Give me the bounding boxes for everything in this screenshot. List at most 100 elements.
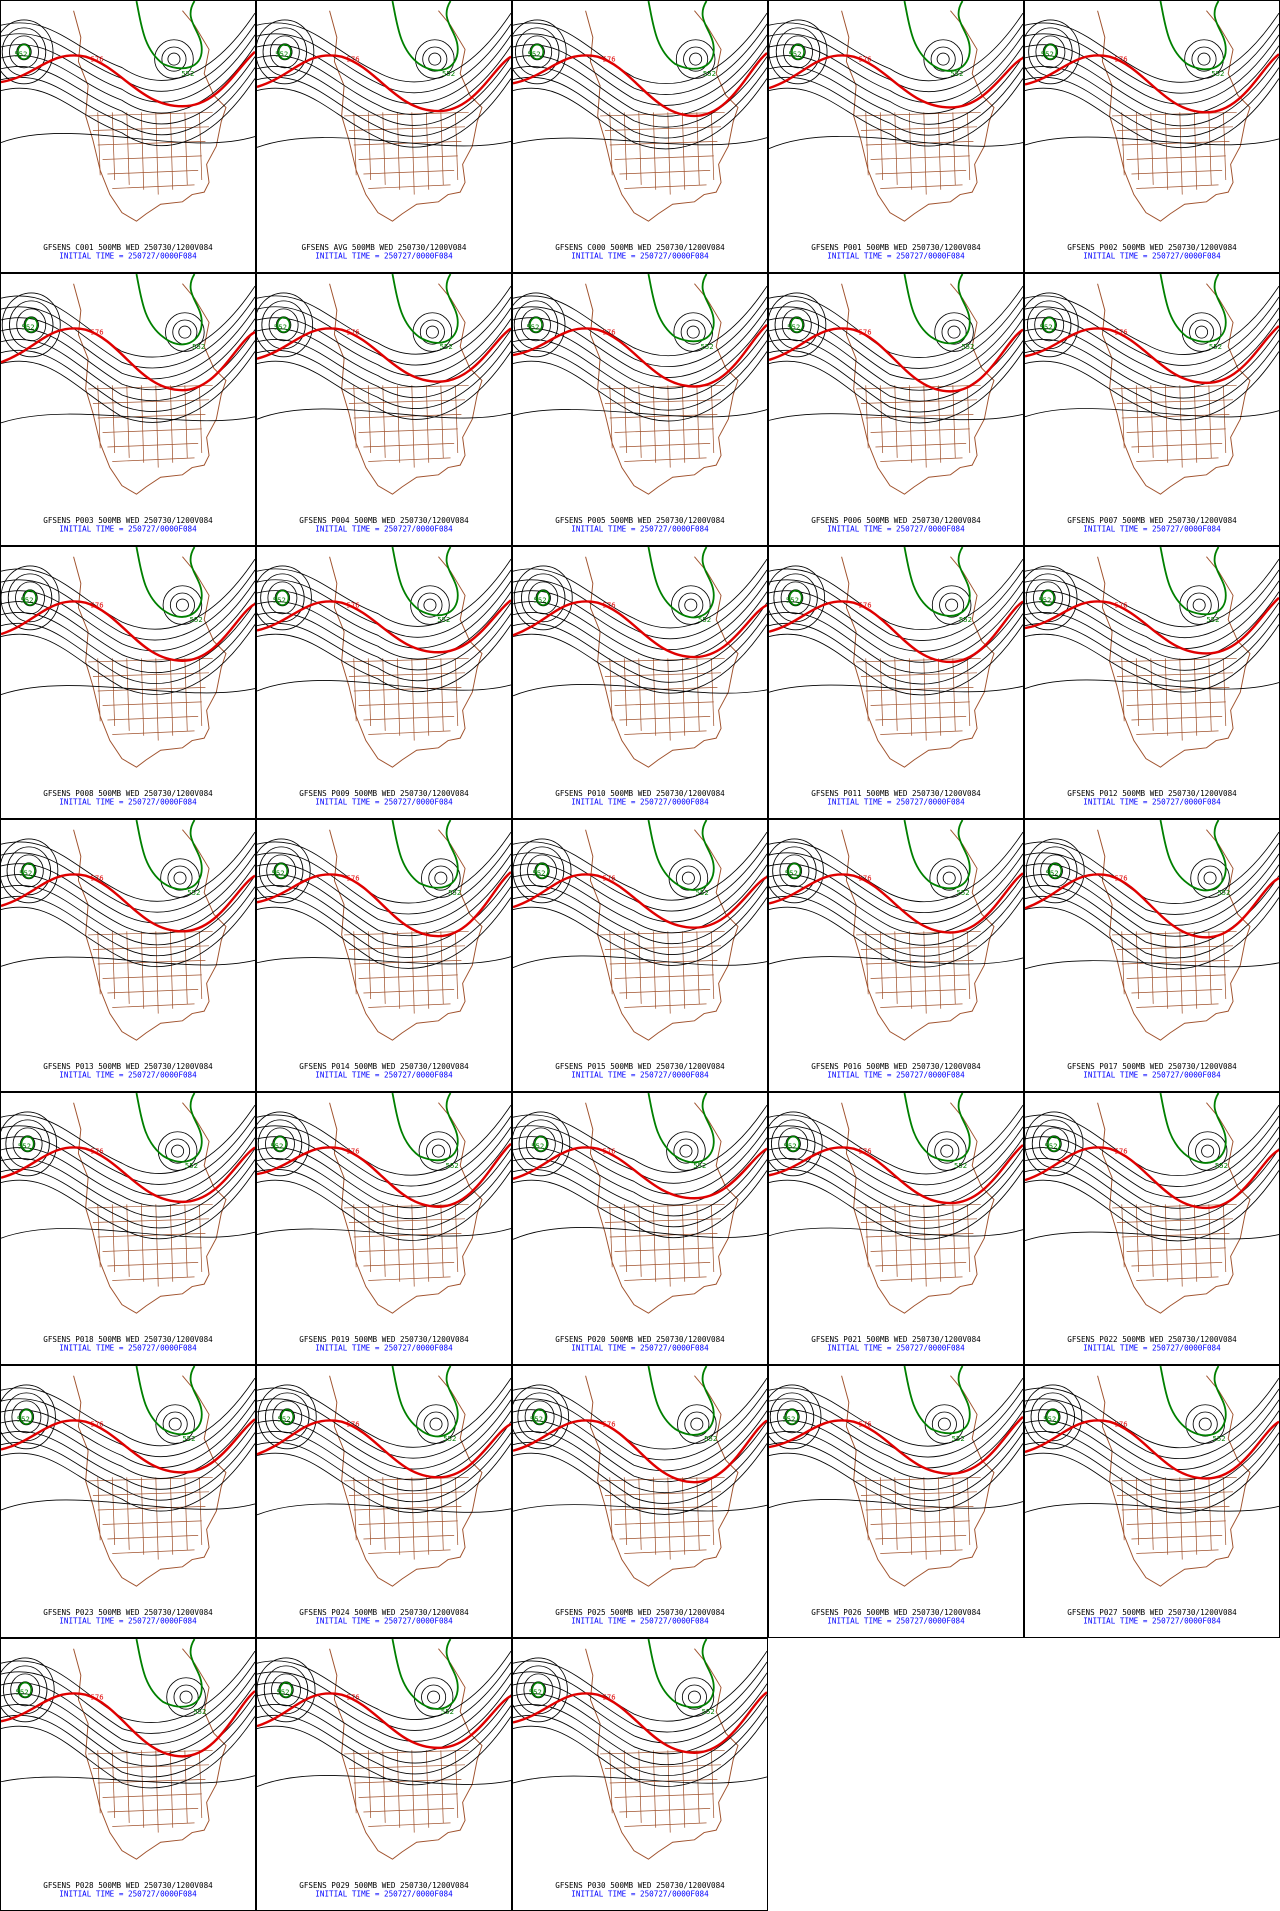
panel-init: INITIAL TIME = 250727/0000F084: [59, 1071, 197, 1080]
map-panel[interactable]: 552 552 576 GFSENS P001 500MB WED 250730/12…: [768, 0, 1024, 273]
state-border: [411, 385, 415, 468]
contour: [769, 886, 1023, 957]
map-panel[interactable]: 552 552 576 GFSENS P030 500MB WED 250730/12…: [512, 1638, 768, 1911]
state-border: [894, 931, 898, 1004]
map-panel[interactable]: 552 552 576 GFSENS AVG 500MB WED 250730/120…: [256, 0, 512, 273]
map-panel[interactable]: 552 552 576 GFSENS P027 500MB WED 250730/12…: [1024, 1365, 1280, 1638]
map-panel[interactable]: 552 552 576 GFSENS P019 500MB WED 250730/12…: [256, 1092, 512, 1365]
contour: [1025, 340, 1279, 410]
state-border: [1126, 701, 1226, 706]
coastline: [1097, 1102, 1251, 1314]
contour-552: [647, 1093, 715, 1164]
contour-label: 552: [190, 615, 203, 624]
state-border: [107, 716, 199, 721]
contour: [267, 581, 298, 615]
state-border: [184, 1750, 188, 1823]
map-panel[interactable]: 552 552 576 GFSENS P013 500MB WED 250730/12…: [0, 819, 256, 1092]
contour-552: [135, 1093, 203, 1163]
map-panel[interactable]: 552 552 576 GFSENS P018 500MB WED 250730/12…: [0, 1092, 256, 1365]
map-panel[interactable]: 552 552 576 GFSENS P021 500MB WED 250730/12…: [768, 1092, 1024, 1365]
state-border: [368, 1549, 451, 1554]
state-border: [856, 657, 981, 663]
contour-576: [769, 1415, 1023, 1475]
state-border: [198, 385, 203, 454]
contour-label: 552: [528, 50, 541, 59]
contour-label: 576: [603, 55, 616, 64]
map-panel[interactable]: 552 552 576 GFSENS P022 500MB WED 250730/12…: [1024, 1092, 1280, 1365]
contour: [513, 864, 767, 934]
contour: [257, 580, 511, 649]
contour: [423, 598, 437, 612]
contour: [257, 1694, 511, 1764]
map-panel[interactable]: 552 552 576 GFSENS P016 500MB WED 250730/12…: [768, 819, 1024, 1092]
contour-552: [1043, 43, 1058, 60]
map-panel[interactable]: 552 552 576 GFSENS P015 500MB WED 250730/12…: [512, 819, 768, 1092]
state-border: [667, 931, 671, 1014]
panel-title: GFSENS P019 500MB WED 250730/1200V084: [299, 1335, 469, 1344]
state-border: [894, 1204, 898, 1277]
state-border: [875, 443, 967, 448]
state-border: [614, 701, 714, 706]
map-panel[interactable]: 552 552 576 GFSENS P002 500MB WED 250730/12…: [1024, 0, 1280, 273]
state-border: [1150, 658, 1154, 731]
map-panel[interactable]: 552 552 576 GFSENS P005 500MB WED 250730/12…: [512, 273, 768, 546]
map-panel[interactable]: 552 552 576 GFSENS C001 500MB WED 250730/12…: [0, 0, 256, 273]
map-panel[interactable]: 552 552 576 GFSENS P023 500MB WED 250730/12…: [0, 1365, 256, 1638]
map-panel[interactable]: 552 552 576 GFSENS P003 500MB WED 250730/12…: [0, 273, 256, 546]
state-border: [638, 112, 642, 185]
contour-552: [135, 547, 203, 618]
map-panel[interactable]: 552 552 576 GFSENS P007 500MB WED 250730/12…: [1024, 273, 1280, 546]
state-border: [952, 385, 956, 458]
state-border: [358, 155, 458, 160]
contour-label: 576: [1115, 601, 1128, 610]
state-border: [908, 112, 913, 190]
contour: [521, 308, 551, 342]
contour: [1, 1432, 255, 1501]
state-border: [358, 1247, 458, 1252]
contour: [513, 1410, 767, 1483]
state-border: [368, 1822, 451, 1827]
contour-label: 552: [698, 615, 711, 624]
state-border: [363, 443, 455, 448]
panel-title: GFSENS P007 500MB WED 250730/1200V084: [1067, 516, 1237, 525]
map-panel[interactable]: 552 552 576 GFSENS P028 500MB WED 250730/12…: [0, 1638, 256, 1911]
state-border: [667, 1750, 671, 1833]
contour: [1, 624, 255, 695]
contour: [1, 1705, 255, 1778]
state-border: [880, 730, 963, 735]
state-border: [1121, 385, 1125, 449]
map-panel[interactable]: 552 552 576 GFSENS P006 500MB WED 250730/12…: [768, 273, 1024, 546]
map-panel[interactable]: 552 552 576 GFSENS P024 500MB WED 250730/12…: [256, 1365, 512, 1638]
panel-title: GFSENS P008 500MB WED 250730/1200V084: [43, 789, 213, 798]
contour-label: 552: [782, 1415, 795, 1424]
contour: [934, 1138, 960, 1164]
state-border: [140, 112, 145, 190]
map-panel[interactable]: 552 552 576 GFSENS P009 500MB WED 250730/12…: [256, 546, 512, 819]
map-panel[interactable]: 552 552 576 GFSENS P029 500MB WED 250730/12…: [256, 1638, 512, 1911]
map-panel[interactable]: 552 552 576 GFSENS P004 500MB WED 250730/12…: [256, 273, 512, 546]
contour: [257, 285, 511, 355]
contour: [269, 35, 300, 69]
state-border: [600, 1203, 725, 1209]
contour: [257, 838, 311, 904]
map-panel[interactable]: 552 552 576 GFSENS P011 500MB WED 250730/12…: [768, 546, 1024, 819]
contour: [769, 613, 1023, 685]
map-panel[interactable]: 552 552 576 GFSENS P008 500MB WED 250730/12…: [0, 546, 256, 819]
map-panel[interactable]: 552 552 576 GFSENS P026 500MB WED 250730/12…: [768, 1365, 1024, 1638]
state-border: [860, 1218, 978, 1223]
map-panel[interactable]: 552 552 576 GFSENS P017 500MB WED 250730/12…: [1024, 819, 1280, 1092]
map-panel[interactable]: 552 552 576 GFSENS P014 500MB WED 250730/12…: [256, 819, 512, 1092]
state-border: [600, 930, 725, 936]
map-panel[interactable]: 552 552 576 GFSENS P020 500MB WED 250730/12…: [512, 1092, 768, 1365]
contour: [11, 1400, 42, 1434]
state-border: [126, 112, 130, 185]
contour: [1025, 285, 1279, 355]
state-border: [609, 959, 718, 965]
map-panel[interactable]: 552 552 576 GFSENS P012 500MB WED 250730/12…: [1024, 546, 1280, 819]
map-panel[interactable]: 552 552 576 GFSENS C000 500MB WED 250730/12…: [512, 0, 768, 273]
contour: [513, 1650, 767, 1722]
map-panel[interactable]: 552 552 576 GFSENS P025 500MB WED 250730/12…: [512, 1365, 768, 1638]
state-border: [894, 658, 898, 731]
map-panel[interactable]: 552 552 576 GFSENS P010 500MB WED 250730/12…: [512, 546, 768, 819]
state-border: [111, 1750, 116, 1819]
